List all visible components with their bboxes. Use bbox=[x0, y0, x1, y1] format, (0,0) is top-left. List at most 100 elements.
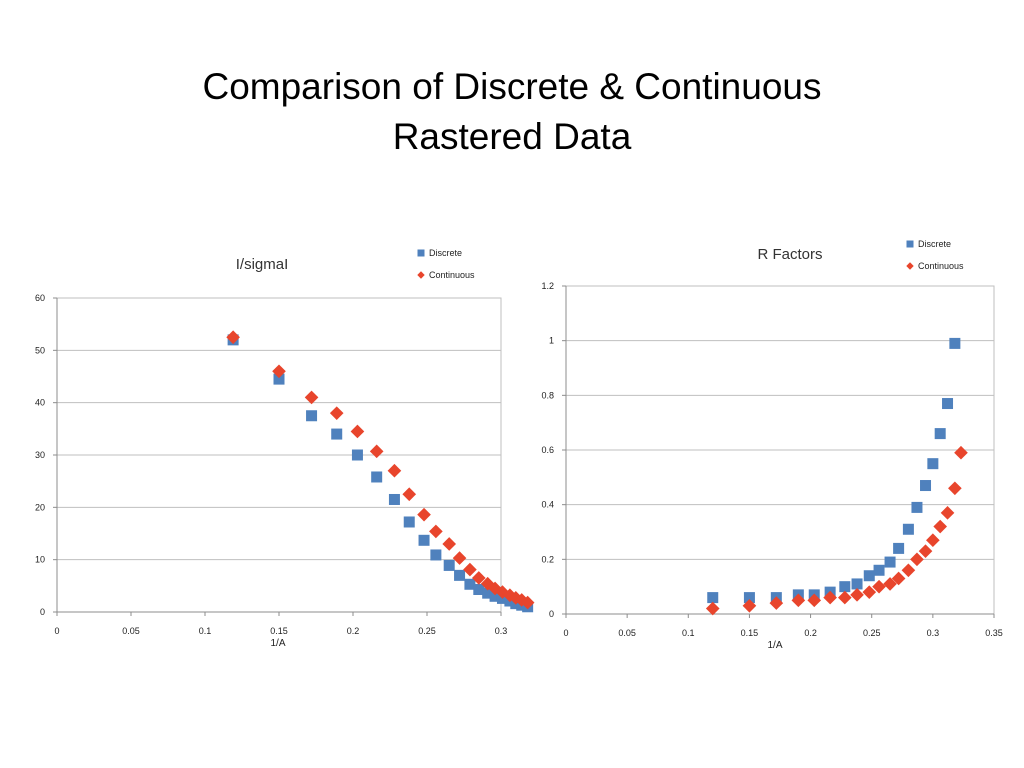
continuous-point bbox=[402, 487, 417, 502]
x-axis-title: 1/A bbox=[270, 638, 285, 649]
discrete-point bbox=[927, 458, 939, 470]
discrete-point bbox=[920, 480, 932, 492]
discrete-point bbox=[418, 534, 430, 546]
discrete-point bbox=[306, 410, 318, 422]
x-tick-label: 0.35 bbox=[985, 628, 1003, 638]
continuous-point bbox=[940, 506, 955, 520]
legend: Discrete Continuous bbox=[417, 248, 475, 280]
y-tick-label: 60 bbox=[35, 293, 45, 303]
y-tick-label: 1.2 bbox=[541, 281, 554, 291]
discrete-point bbox=[942, 398, 954, 410]
continuous-point bbox=[508, 591, 523, 605]
series-continuous bbox=[705, 445, 968, 616]
continuous-point bbox=[807, 593, 822, 608]
discrete-point bbox=[893, 542, 905, 554]
discrete-point bbox=[934, 428, 946, 440]
discrete-point bbox=[403, 516, 415, 528]
y-tick-label: 40 bbox=[35, 398, 45, 408]
continuous-point bbox=[769, 596, 784, 610]
continuous-point bbox=[954, 445, 968, 460]
continuous-point bbox=[948, 481, 962, 496]
slide-title-line-2: Rastered Data bbox=[392, 116, 632, 157]
continuous-point bbox=[823, 590, 837, 605]
continuous-point bbox=[926, 533, 940, 548]
continuous-point bbox=[791, 593, 806, 608]
continuous-point bbox=[452, 551, 467, 565]
legend-label: Continuous bbox=[429, 270, 475, 280]
legend-marker bbox=[906, 240, 914, 248]
legend-label: Continuous bbox=[918, 261, 964, 271]
continuous-point bbox=[872, 579, 886, 594]
continuous-point bbox=[503, 588, 517, 603]
discrete-point bbox=[949, 337, 961, 349]
chart-title: I/sigmaI bbox=[236, 256, 289, 273]
y-tick-label: 0.6 bbox=[541, 445, 554, 455]
continuous-point bbox=[417, 507, 431, 522]
continuous-point bbox=[933, 519, 948, 534]
continuous-point bbox=[429, 524, 443, 539]
legend-label: Discrete bbox=[429, 248, 462, 258]
continuous-point bbox=[471, 571, 486, 585]
x-tick-label: 0.3 bbox=[495, 626, 508, 636]
x-axis-title: 1/A bbox=[767, 640, 782, 651]
continuous-point bbox=[901, 563, 916, 578]
continuous-point bbox=[442, 537, 457, 551]
discrete-point bbox=[473, 583, 485, 595]
x-tick-label: 0.1 bbox=[199, 626, 212, 636]
legend-marker bbox=[417, 271, 425, 279]
discrete-point bbox=[884, 556, 896, 568]
legend-label: Discrete bbox=[918, 239, 951, 249]
x-tick-label: 0.2 bbox=[804, 628, 817, 638]
discrete-point bbox=[430, 549, 442, 561]
continuous-point bbox=[705, 601, 720, 616]
discrete-point bbox=[863, 570, 875, 582]
discrete-point bbox=[873, 564, 885, 576]
y-tick-label: 0.4 bbox=[541, 500, 554, 510]
legend: Discrete Continuous bbox=[906, 239, 964, 271]
x-tick-label: 0.05 bbox=[618, 628, 636, 638]
y-tick-label: 0 bbox=[549, 609, 554, 619]
discrete-point bbox=[911, 501, 923, 513]
x-tick-label: 0.15 bbox=[270, 626, 288, 636]
x-tick-label: 0.2 bbox=[347, 626, 360, 636]
y-tick-label: 0 bbox=[40, 607, 45, 617]
slide-title-line-1: Comparison of Discrete & Continuous bbox=[202, 66, 822, 107]
y-tick-label: 0.8 bbox=[541, 390, 554, 400]
discrete-point bbox=[743, 592, 755, 604]
x-tick-label: 0.25 bbox=[418, 626, 436, 636]
slide-title: Comparison of Discrete & Continuous Rast… bbox=[0, 62, 1024, 162]
y-tick-label: 30 bbox=[35, 450, 45, 460]
x-tick-label: 0 bbox=[563, 628, 568, 638]
chart-title: R Factors bbox=[757, 246, 822, 263]
x-tick-label: 0.1 bbox=[682, 628, 695, 638]
discrete-point bbox=[464, 578, 476, 590]
continuous-point bbox=[369, 444, 384, 459]
discrete-point bbox=[443, 559, 455, 571]
x-tick-label: 0.3 bbox=[927, 628, 940, 638]
legend-marker bbox=[417, 249, 425, 257]
continuous-point bbox=[480, 576, 495, 591]
continuous-point bbox=[850, 588, 864, 602]
continuous-point bbox=[329, 406, 344, 420]
discrete-point bbox=[331, 428, 343, 440]
continuous-point bbox=[910, 552, 924, 567]
series-discrete bbox=[707, 337, 961, 604]
discrete-point bbox=[851, 578, 863, 590]
y-tick-label: 1 bbox=[549, 336, 554, 346]
discrete-point bbox=[839, 581, 851, 593]
discrete-point bbox=[351, 449, 363, 461]
series-discrete bbox=[227, 334, 534, 613]
discrete-point bbox=[707, 592, 719, 604]
discrete-point bbox=[371, 471, 383, 483]
continuous-point bbox=[304, 390, 319, 405]
continuous-point bbox=[862, 585, 877, 599]
continuous-point bbox=[520, 595, 535, 610]
discrete-point bbox=[388, 493, 400, 505]
x-tick-label: 0.15 bbox=[741, 628, 759, 638]
discrete-point bbox=[273, 373, 285, 385]
discrete-point bbox=[489, 590, 501, 602]
y-tick-label: 0.2 bbox=[541, 554, 554, 564]
